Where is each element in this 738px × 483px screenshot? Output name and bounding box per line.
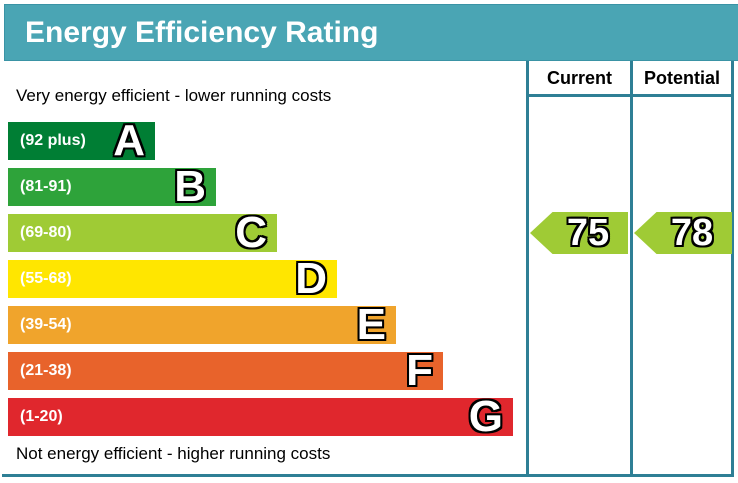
table-border-right — [731, 61, 734, 477]
rating-band-f: (21-38) F — [8, 346, 443, 395]
band-b-range-label: (81-91) — [20, 178, 72, 195]
band-f-letter: F — [406, 346, 433, 395]
current-rating-arrow: 75 — [530, 212, 628, 254]
potential-rating-value: 78 — [670, 212, 714, 254]
band-d-range-label: (55-68) — [20, 270, 72, 287]
rating-band-d: (55-68) D — [8, 254, 337, 303]
table-border-left-of-current — [526, 61, 529, 477]
rating-band-a: (92 plus) A — [8, 116, 155, 165]
rating-band-b: (81-91) B — [8, 162, 216, 211]
rating-band-e: (39-54) E — [8, 300, 396, 349]
potential-rating-arrow: 78 — [634, 212, 732, 254]
band-a-letter: A — [113, 116, 145, 165]
chart-title: Energy Efficiency Rating — [25, 15, 379, 49]
table-header-underline — [526, 94, 734, 97]
band-f-range-label: (21-38) — [20, 362, 72, 379]
current-column-header: Current — [546, 68, 612, 88]
band-b-letter: B — [174, 162, 206, 211]
band-e-letter: E — [356, 300, 386, 349]
top-note: Very energy efficient - lower running co… — [16, 86, 332, 105]
current-rating-value: 75 — [566, 212, 610, 254]
table-border-bottom — [2, 474, 734, 477]
bottom-note: Not energy efficient - higher running co… — [16, 444, 331, 463]
chart-title-bar: Energy Efficiency Rating — [4, 4, 738, 61]
band-e-range-label: (39-54) — [20, 316, 72, 333]
band-g-range-label: (1-20) — [20, 408, 63, 425]
table-border-between-columns — [630, 61, 633, 477]
band-c-range-label: (69-80) — [20, 224, 72, 241]
band-g-letter: G — [468, 392, 503, 441]
potential-column-header: Potential — [643, 68, 720, 88]
band-d-letter: D — [295, 254, 327, 303]
rating-band-c: (69-80) C — [8, 208, 277, 257]
rating-band-g: (1-20) G — [8, 392, 513, 441]
band-c-letter: C — [235, 208, 267, 257]
band-a-range-label: (92 plus) — [20, 132, 86, 149]
